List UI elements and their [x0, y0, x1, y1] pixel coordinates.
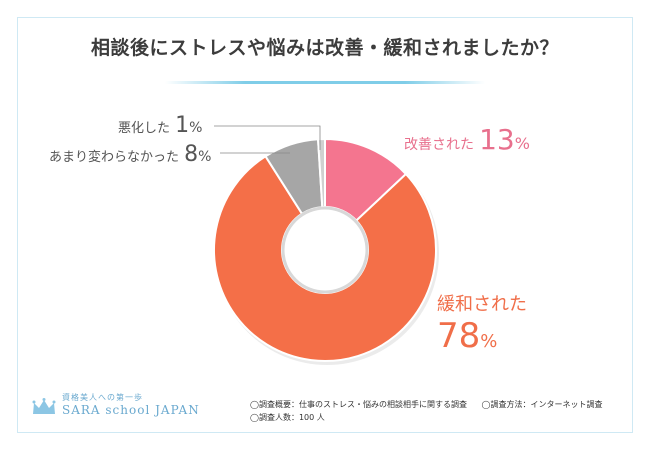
- chart-title: 相談後にストレスや悩みは改善・緩和されましたか？: [90, 37, 559, 59]
- label-worsened-name: 悪化した: [118, 121, 171, 136]
- label-worsened-value: 1: [175, 113, 190, 138]
- label-unchanged-name: あまり変わらなかった: [49, 150, 180, 165]
- crown-icon: [32, 398, 56, 414]
- logo-tagline: 資格美人への第一歩: [62, 393, 143, 402]
- donut-hole: [281, 206, 369, 294]
- label-relieved: 緩和された 78%: [437, 290, 527, 356]
- logo-brand: SARA school JAPAN: [62, 403, 200, 417]
- label-worsened: 悪化した 1%: [118, 113, 202, 138]
- survey-respondents: ◯調査人数：100 人: [250, 413, 325, 422]
- label-improved-unit: %: [514, 134, 530, 153]
- survey-notes: ◯調査概要：仕事のストレス・悩みの相談相手に関する調査 ◯調査方法：インターネッ…: [250, 398, 614, 424]
- title-underline: [165, 81, 485, 84]
- survey-method: ◯調査方法：インターネット調査: [481, 400, 603, 409]
- leader-line-worsened: [214, 125, 321, 150]
- survey-summary: ◯調査概要：仕事のストレス・悩みの相談相手に関する調査: [250, 400, 467, 409]
- label-relieved-name: 緩和された: [437, 294, 527, 315]
- label-relieved-value: 78: [437, 316, 481, 356]
- label-unchanged-unit: %: [198, 149, 212, 165]
- label-relieved-unit: %: [480, 331, 498, 352]
- label-improved-value: 13: [479, 123, 515, 156]
- label-unchanged-value: 8: [184, 142, 199, 167]
- sara-logo: 資格美人への第一歩 SARA school JAPAN: [32, 392, 222, 428]
- label-improved-name: 改善された: [404, 137, 474, 153]
- label-unchanged: あまり変わらなかった 8%: [49, 142, 211, 167]
- label-worsened-unit: %: [189, 120, 203, 136]
- label-improved: 改善された 13%: [404, 123, 530, 156]
